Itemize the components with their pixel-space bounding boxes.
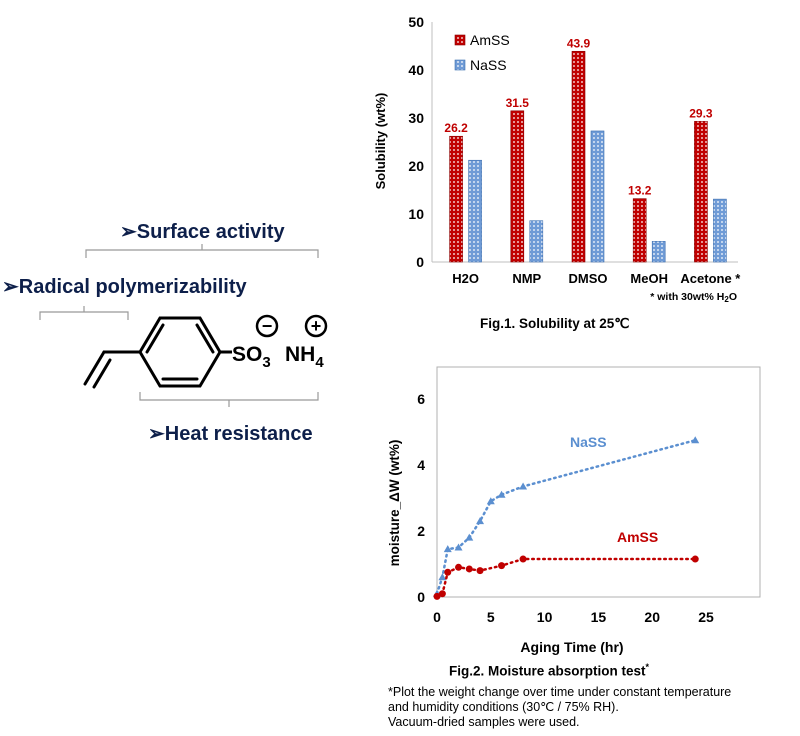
bar-y-axis-label: Solubility (wt%) [373, 93, 388, 190]
bar-nass-2 [590, 130, 605, 263]
line-y-tick-label: 6 [417, 391, 425, 407]
bar-footnote: * with 30wt% H2O [650, 291, 737, 304]
note-line-1: *Plot the weight change over time under … [388, 685, 732, 699]
bar-nass-4 [713, 198, 727, 263]
data-point-nass [519, 482, 528, 490]
data-point-nass [443, 545, 452, 553]
plot-frame [436, 366, 761, 598]
surface-activity-label: ➢Surface activity [120, 221, 285, 243]
bar-y-tick-label: 20 [408, 158, 424, 174]
bar-data-label: 29.3 [689, 106, 713, 120]
bar-data-label: 26.2 [444, 121, 468, 135]
data-point-nass [497, 490, 506, 498]
sulfonate-group: SO3 [232, 343, 271, 371]
bar-amss-3 [632, 198, 647, 263]
bar-y-tick-label: 0 [416, 254, 424, 270]
bar-category-label: NMP [512, 271, 541, 286]
data-point-nass [438, 573, 447, 581]
heat-resistance-label: ➢Heat resistance [148, 423, 313, 445]
bar-data-label: 43.9 [567, 36, 591, 50]
radical-bracket [39, 306, 129, 320]
data-point-amss [438, 590, 446, 598]
data-point-amss [691, 555, 699, 563]
note-line-2: and humidity conditions (30℃ / 75% RH). [388, 700, 619, 714]
data-point-amss [519, 555, 527, 563]
data-point-nass [465, 533, 474, 541]
note-line-3: Vacuum-dried samples were used. [388, 715, 580, 729]
bar-nass-3 [651, 241, 666, 263]
bar-y-tick-label: 10 [408, 206, 424, 222]
arrow-icon: ➢ [148, 423, 165, 445]
bar-legend: AmSS NaSS [454, 32, 510, 73]
line-y-tick-label: 2 [417, 523, 425, 539]
fig2-caption-mark: * [645, 662, 650, 672]
data-point-amss [476, 567, 484, 575]
surface-activity-bracket [85, 244, 319, 258]
line-x-tick-label: 15 [591, 609, 607, 625]
fig1-caption: Fig.1. Solubility at 25℃ [480, 316, 630, 331]
line-y-tick-label: 4 [417, 457, 425, 473]
bar-nass-1 [529, 220, 544, 263]
line-x-tick-label: 0 [433, 609, 441, 625]
data-point-amss [444, 568, 452, 576]
line-y-axis-label: moisture_ΔW (wt%) [387, 440, 402, 567]
series-line-nass [435, 439, 697, 595]
line-x-tick-label: 25 [698, 609, 714, 625]
line-x-axis-label: Aging Time (hr) [520, 639, 623, 655]
arrow-icon: ➢ [2, 276, 19, 298]
svg-text:−: − [262, 316, 273, 336]
bar-y-tick-label: 50 [408, 14, 424, 30]
data-point-nass [691, 436, 700, 444]
vinyl-group [83, 350, 142, 389]
bar-amss-1 [510, 110, 525, 263]
moisture-scatter-chart: moisture_ΔW (wt%) Aging Time (hr) 0 5 10 15… [387, 366, 761, 655]
data-point-nass [486, 497, 495, 505]
bar-y-tick-label: 30 [408, 110, 424, 126]
legend-swatch-nass [454, 59, 466, 71]
legend-swatch-amss [454, 34, 466, 46]
data-point-amss [433, 592, 441, 600]
data-point-nass [454, 543, 463, 551]
series-label-amss: AmSS [617, 529, 658, 545]
solubility-bar-chart: Solubility (wt%) 0 10 20 30 40 50 26.2 H2O 31.5 N… [373, 14, 741, 304]
line-x-tick-label: 10 [537, 609, 553, 625]
legend-label-nass: NaSS [470, 57, 507, 73]
arrow-icon: ➢ [120, 221, 137, 243]
bar-y-tick-label: 40 [408, 62, 424, 78]
line-x-tick-label: 20 [644, 609, 660, 625]
line-x-tick-label: 5 [487, 609, 495, 625]
bar-data-label: 31.5 [506, 96, 530, 110]
bar-category-label: Acetone * [680, 271, 741, 286]
series-label-nass: NaSS [570, 434, 607, 450]
fig2-note: *Plot the weight change over time under … [388, 685, 731, 730]
benzene-ring [138, 316, 222, 388]
data-point-amss [465, 565, 473, 573]
bar-category-label: DMSO [569, 271, 608, 286]
data-point-amss [455, 563, 463, 571]
ammonium-group: NH4 [285, 343, 324, 371]
plus-charge-icon: + [304, 314, 328, 338]
data-point-nass [476, 517, 485, 525]
bar-amss-2 [571, 50, 586, 263]
legend-label-amss: AmSS [470, 32, 510, 48]
bar-amss-0 [449, 135, 463, 263]
radical-polymerizability-label: ➢Radical polymerizability [2, 276, 247, 298]
chemical-structure: ➢Surface activity ➢Radical polymerizabil… [2, 221, 328, 445]
series-line-amss [435, 557, 697, 598]
fig2-caption-text: Fig.2. Moisture absorption test [449, 663, 646, 679]
surface-activity-text: Surface activity [137, 221, 286, 243]
fig2-caption: Fig.2. Moisture absorption test* [449, 662, 649, 679]
minus-charge-icon: − [255, 314, 279, 338]
bar-category-label: H2O [452, 271, 479, 286]
line-y-tick-label: 0 [417, 589, 425, 605]
bar-nass-0 [468, 159, 482, 263]
data-point-amss [498, 562, 506, 570]
svg-text:+: + [311, 316, 322, 336]
radical-polymerizability-text: Radical polymerizability [19, 276, 248, 298]
heat-resistance-text: Heat resistance [165, 423, 313, 445]
bar-data-label: 13.2 [628, 184, 652, 198]
bar-category-label: MeOH [630, 271, 668, 286]
heat-resistance-bracket [139, 392, 319, 407]
bar-amss-4 [694, 121, 708, 263]
